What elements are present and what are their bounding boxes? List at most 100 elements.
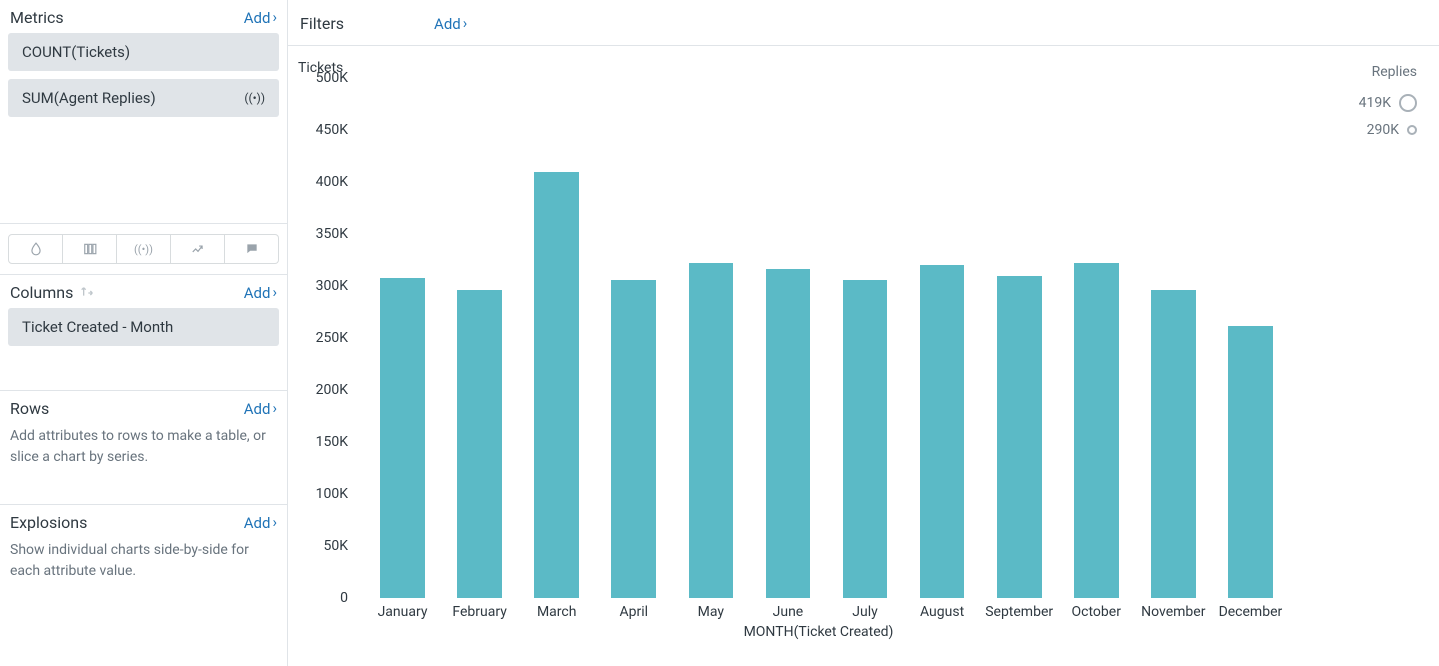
main-area: Filters Add › Tickets 500K450K400K350K30… [288,0,1439,666]
chart-x-title: MONTH(Ticket Created) [218,620,1419,640]
bar-column [518,78,595,598]
explosions-title: Explosions [10,513,87,532]
legend-title: Replies [1359,64,1417,80]
x-tick-label: February [441,604,518,620]
x-tick-label: December [1212,604,1289,620]
legend-item-label: 290K [1367,122,1399,138]
bar[interactable] [920,265,965,598]
metric-pill-label: SUM(Agent Replies) [22,89,156,107]
bar[interactable] [534,172,579,598]
rows-title: Rows [10,399,49,418]
sidebar: Metrics Add › COUNT(Tickets) SUM(Agent R… [0,0,288,666]
filters-add-button[interactable]: Add › [434,15,467,33]
x-tick-label: June [749,604,826,620]
columns-title: Columns [10,283,95,302]
bar-column [981,78,1058,598]
swap-axis-icon[interactable] [79,285,95,301]
bar[interactable] [611,280,656,598]
chevron-right-icon: › [272,515,277,530]
columns-add-button[interactable]: Add › [244,284,277,302]
bar-column [1135,78,1212,598]
y-tick-label: 50K [323,538,358,554]
x-tick-label: May [672,604,749,620]
bar[interactable] [380,278,425,598]
legend: Replies 419K 290K [1359,64,1417,148]
chevron-right-icon: › [272,10,277,25]
explosions-header: Explosions Add › [8,513,279,532]
metrics-title: Metrics [10,8,64,27]
bar-column [1058,78,1135,598]
chart-bars [364,78,1289,598]
add-label: Add [244,9,271,27]
legend-item-label: 419K [1359,95,1391,111]
tool-column-button[interactable] [63,234,117,264]
x-tick-label: April [595,604,672,620]
metrics-panel: Metrics Add › COUNT(Tickets) SUM(Agent R… [0,0,287,223]
chart-plot: 500K450K400K350K300K250K200K150K100K50K0 [358,78,1289,598]
chart-x-labels: JanuaryFebruaryMarchAprilMayJuneJulyAugu… [364,598,1289,620]
bar[interactable] [766,269,811,598]
y-tick-label: 250K [316,330,358,346]
bar[interactable] [997,276,1042,598]
explosions-add-button[interactable]: Add › [244,514,277,532]
y-tick-label: 350K [316,226,358,242]
bar-column [1212,78,1289,598]
chart-area: Tickets 500K450K400K350K300K250K200K150K… [288,46,1439,666]
legend-circle-icon [1399,94,1417,112]
tool-chat-button[interactable] [225,234,279,264]
bar[interactable] [457,290,502,598]
chart-y-title: Tickets [298,60,1419,76]
y-tick-label: 450K [316,122,358,138]
y-tick-label: 0 [340,590,358,606]
y-tick-label: 300K [316,278,358,294]
bar-column [364,78,441,598]
add-label: Add [244,284,271,302]
x-tick-label: August [904,604,981,620]
add-label: Add [244,514,271,532]
columns-panel: Columns Add › Ticket Created - Month [0,275,287,391]
metrics-add-button[interactable]: Add › [244,9,277,27]
tool-signal-button[interactable]: ((•)) [117,234,171,264]
bar[interactable] [1074,263,1119,598]
bar-column [441,78,518,598]
x-tick-label: March [518,604,595,620]
y-tick-label: 100K [316,486,358,502]
columns-title-text: Columns [10,283,73,302]
explosions-panel: Explosions Add › Show individual charts … [0,505,287,594]
columns-header: Columns Add › [8,283,279,302]
bar-column [826,78,903,598]
bar-column [904,78,981,598]
legend-circle-icon [1407,125,1417,135]
bar[interactable] [1228,326,1273,598]
rows-panel: Rows Add › Add attributes to rows to mak… [0,391,287,505]
chevron-right-icon: › [272,401,277,416]
explosions-hint: Show individual charts side-by-side for … [8,538,279,586]
metrics-header: Metrics Add › [8,8,279,27]
legend-item[interactable]: 419K [1359,94,1417,112]
legend-item[interactable]: 290K [1359,122,1417,138]
signal-icon: ((•)) [134,243,153,256]
tool-drop-button[interactable] [8,234,63,264]
metric-pill-sum-agent-replies[interactable]: SUM(Agent Replies) ((•)) [8,79,279,117]
y-tick-label: 150K [316,434,358,450]
bar-column [749,78,826,598]
rows-add-button[interactable]: Add › [244,400,277,418]
bar-column [672,78,749,598]
column-pill-ticket-created-month[interactable]: Ticket Created - Month [8,308,279,346]
chat-icon [245,242,259,256]
y-tick-label: 200K [316,382,358,398]
drop-icon [29,242,43,256]
add-label: Add [244,400,271,418]
y-tick-label: 400K [316,174,358,190]
signal-icon: ((•)) [244,91,265,105]
x-tick-label: January [364,604,441,620]
tool-trend-button[interactable] [171,234,225,264]
filters-title: Filters [300,14,344,33]
bar[interactable] [689,263,734,598]
metric-pill-count-tickets[interactable]: COUNT(Tickets) [8,33,279,71]
bar[interactable] [1151,290,1196,598]
bar[interactable] [843,280,888,598]
add-label: Add [434,15,461,33]
filter-bar: Filters Add › [288,0,1439,46]
rows-header: Rows Add › [8,399,279,418]
